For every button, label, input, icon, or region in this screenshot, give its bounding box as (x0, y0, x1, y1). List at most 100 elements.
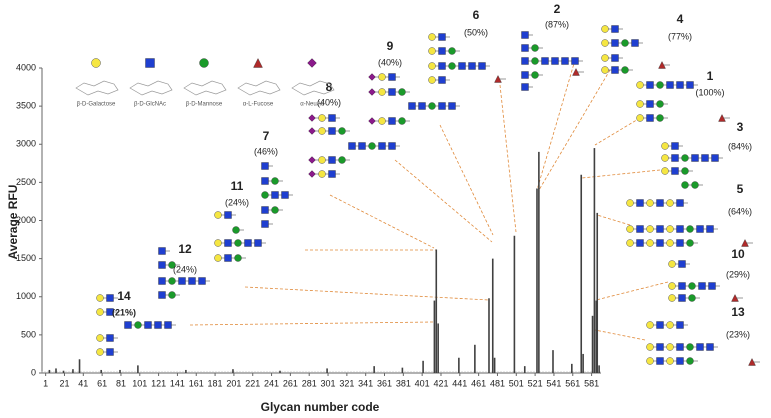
bar (513, 235, 516, 373)
x-tick-label: 41 (78, 378, 88, 388)
glycan-residue (458, 62, 466, 70)
glycan-residue (96, 348, 104, 356)
x-tick-label: 501 (509, 378, 524, 388)
glycan-residue (646, 321, 654, 329)
glycan-residue (388, 73, 396, 81)
glycan-residue (646, 81, 654, 89)
leader-line (244, 286, 490, 301)
legend-label: β-D-GlcNAc (134, 102, 166, 108)
bar (582, 353, 584, 373)
annotation-percent: (21%) (112, 307, 136, 317)
glycan-residue (154, 321, 162, 329)
glycan-residue (656, 357, 664, 365)
glycan-residue (494, 75, 502, 83)
glycan-residue (224, 239, 232, 247)
glycan-residue (338, 127, 346, 135)
glycan-residue (318, 127, 326, 135)
glycan-residue (521, 31, 529, 39)
glycan-residue (611, 25, 619, 33)
glycan-residue (656, 199, 664, 207)
annotation-number: 9 (387, 39, 394, 53)
glycan-residue (611, 39, 619, 47)
glycan-residue (708, 282, 716, 290)
glycan-residue (686, 225, 694, 233)
y-tick-label: 0 (31, 367, 36, 377)
glycan-residue (631, 39, 639, 47)
glycan-residue (572, 68, 580, 76)
x-axis-title: Glycan number code (261, 400, 380, 414)
annotation-number: 3 (737, 120, 744, 134)
glycan-residue (561, 57, 569, 65)
annotation-number: 13 (731, 305, 745, 319)
glycan-residue (254, 239, 262, 247)
glycan-residue (428, 76, 436, 84)
glycan-residue (676, 343, 684, 351)
legend-label: α-L-Fucose (243, 102, 274, 108)
glycan-residue (601, 66, 609, 74)
bar (493, 357, 496, 373)
glycan-residue (338, 156, 346, 164)
x-tick-label: 561 (565, 378, 580, 388)
glycan-residue (418, 102, 426, 110)
glycan-residue (551, 57, 559, 65)
legend-symbol (91, 58, 101, 68)
glycan-residue (681, 167, 689, 175)
glycan-residue (601, 54, 609, 62)
glycan-residue (438, 33, 446, 41)
legend-label: α-NeuAc (300, 102, 323, 108)
glycan-residue (271, 177, 279, 185)
glycan-residue (448, 62, 456, 70)
leader-line (538, 69, 611, 191)
glycan-residue (378, 117, 386, 125)
glycan-residue (521, 57, 529, 65)
glycan-residue (438, 102, 446, 110)
glycan-residue (468, 62, 476, 70)
bar (536, 188, 538, 373)
x-tick-label: 461 (471, 378, 486, 388)
glycan-residue (478, 62, 486, 70)
annotation-percent: (40%) (317, 97, 341, 107)
legend-structure (183, 80, 227, 96)
glycan-residue (388, 117, 396, 125)
annotation-number: 12 (178, 242, 192, 256)
annotation-percent: (77%) (668, 31, 692, 41)
glycan-residue (696, 343, 704, 351)
glycan-residue (668, 260, 676, 268)
glycan-residue (428, 47, 436, 55)
legend-structure (75, 80, 119, 96)
glycan-residue (686, 343, 694, 351)
bar (491, 258, 494, 373)
glycan-residue (626, 239, 634, 247)
legend-structure (129, 80, 173, 96)
glycan-residue (244, 239, 252, 247)
glycan-residue (261, 220, 269, 228)
annotation-percent: (84%) (728, 141, 752, 151)
glycan-residue (656, 343, 664, 351)
glycan-residue (656, 239, 664, 247)
y-axis-title: Average RFU (6, 185, 20, 260)
glycan-residue (601, 39, 609, 47)
glycan-residue (168, 291, 176, 299)
glycan-residue (678, 294, 686, 302)
glycan-residue (378, 142, 386, 150)
glycan-residue (661, 142, 669, 150)
glycan-residue (686, 239, 694, 247)
annotation-number: 10 (731, 247, 745, 261)
annotation-percent: (46%) (254, 146, 278, 156)
glycan-residue (408, 102, 416, 110)
glycan-residue (676, 225, 684, 233)
bar (488, 298, 490, 373)
legend-label: β-D-Mannose (186, 102, 223, 108)
glycan-residue (678, 260, 686, 268)
x-tick-label: 161 (189, 378, 204, 388)
glycan-residue (636, 199, 644, 207)
glycan-residue (688, 294, 696, 302)
glycan-residue (368, 73, 376, 81)
glycan-residue (656, 225, 664, 233)
glycan-residue (626, 199, 634, 207)
x-tick-label: 261 (283, 378, 298, 388)
glycan-residue (378, 88, 386, 96)
glycan-residue (318, 114, 326, 122)
annotation-percent: (50%) (464, 27, 488, 37)
glycan-residue (646, 100, 654, 108)
